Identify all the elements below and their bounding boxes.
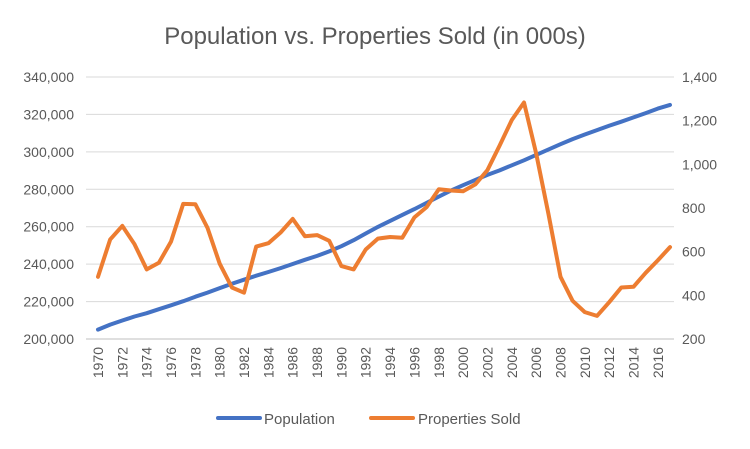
y-left-tick-label: 320,000 — [23, 106, 74, 122]
y-left-tick-label: 340,000 — [23, 69, 74, 85]
chart-title: Population vs. Properties Sold (in 000s) — [164, 23, 586, 50]
x-tick-label: 1992 — [358, 347, 374, 378]
x-tick-label: 1996 — [406, 347, 422, 378]
x-tick-label: 2002 — [479, 347, 495, 378]
y-left-tick-label: 220,000 — [23, 294, 74, 310]
series-lines — [96, 100, 672, 332]
x-tick-label: 1980 — [212, 347, 228, 378]
x-tick-label: 1986 — [285, 347, 301, 378]
x-tick-label: 1972 — [114, 347, 130, 378]
y-axis-left: 200,000 220,000 240,000 260,000 280,000 300,0… — [23, 69, 74, 347]
x-tick-label: 2000 — [455, 347, 471, 378]
y-left-tick-label: 200,000 — [23, 331, 74, 347]
y-left-tick-label: 260,000 — [23, 219, 74, 235]
y-right-tick-label: 200 — [682, 331, 706, 347]
x-axis: 1970 1972 1974 1976 1978 1980 1982 1984 1986 1988… — [86, 338, 674, 378]
x-tick-label: 2014 — [625, 347, 641, 378]
legend-label-properties-sold: Properties Sold — [418, 411, 521, 428]
y-right-tick-label: 1,200 — [682, 113, 717, 129]
x-tick-label: 2004 — [504, 347, 520, 378]
x-tick-label: 2016 — [650, 347, 666, 378]
x-tick-label: 1984 — [260, 347, 276, 378]
x-tick-label: 1970 — [90, 347, 106, 378]
y-right-tick-label: 800 — [682, 200, 706, 216]
x-tick-label: 1990 — [333, 347, 349, 378]
series-line-population — [96, 102, 672, 332]
x-tick-label: 2012 — [601, 347, 617, 378]
y-left-tick-label: 240,000 — [23, 256, 74, 272]
x-tick-label: 1982 — [236, 347, 252, 378]
y-right-tick-label: 1,000 — [682, 156, 717, 172]
x-tick-label: 1976 — [163, 347, 179, 378]
x-tick-label: 2008 — [552, 347, 568, 378]
x-tick-label: 1998 — [431, 347, 447, 378]
x-tick-label: 1988 — [309, 347, 325, 378]
x-tick-label: 1978 — [187, 347, 203, 378]
x-tick-label: 2006 — [528, 347, 544, 378]
series-line-properties-sold — [96, 100, 672, 318]
y-right-tick-label: 1,400 — [682, 69, 717, 85]
y-right-tick-label: 400 — [682, 287, 706, 303]
legend-label-population: Population — [264, 411, 335, 428]
y-left-tick-label: 280,000 — [23, 181, 74, 197]
y-right-tick-label: 600 — [682, 244, 706, 260]
x-tick-label: 2010 — [577, 347, 593, 378]
legend: Population Properties Sold — [216, 411, 521, 428]
y-axis-right: 200 400 600 800 1,000 1,200 1,400 — [682, 69, 717, 347]
x-tick-label: 1974 — [139, 347, 155, 378]
y-left-tick-label: 300,000 — [23, 144, 74, 160]
x-tick-label: 1994 — [382, 347, 398, 378]
